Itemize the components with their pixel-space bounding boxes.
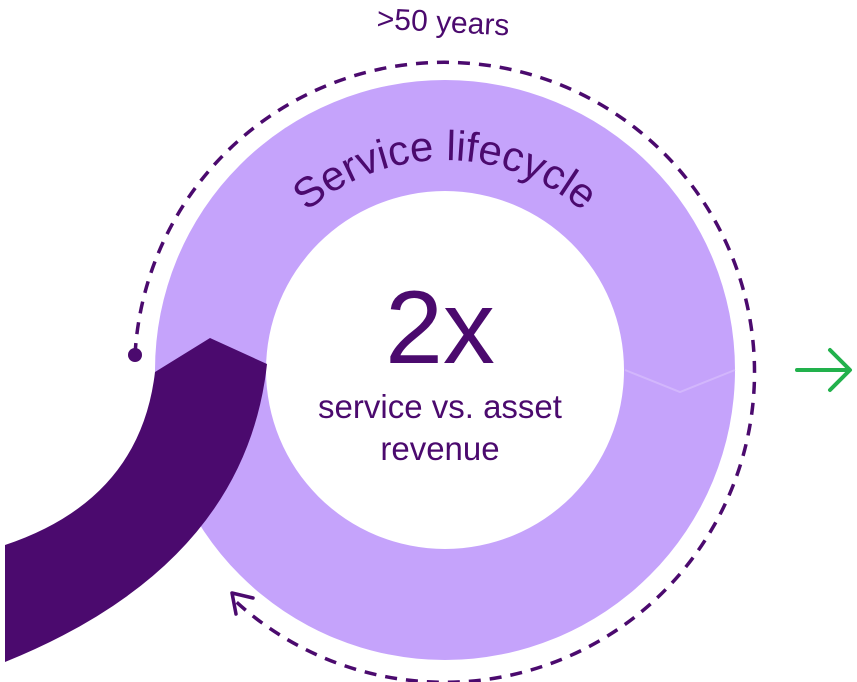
top-label: >50 years <box>376 3 510 43</box>
center-caption: revenue <box>380 430 499 467</box>
arc-arrowhead <box>230 591 255 616</box>
next-arrow <box>795 348 852 392</box>
duration-arc <box>133 60 757 682</box>
arc-start-dot <box>128 348 142 362</box>
lifecycle-ring <box>155 80 735 660</box>
center-caption: service vs. asset <box>318 388 562 425</box>
ring-seam <box>624 369 736 394</box>
center-value: 2x <box>385 270 495 386</box>
asset-band <box>5 338 267 662</box>
